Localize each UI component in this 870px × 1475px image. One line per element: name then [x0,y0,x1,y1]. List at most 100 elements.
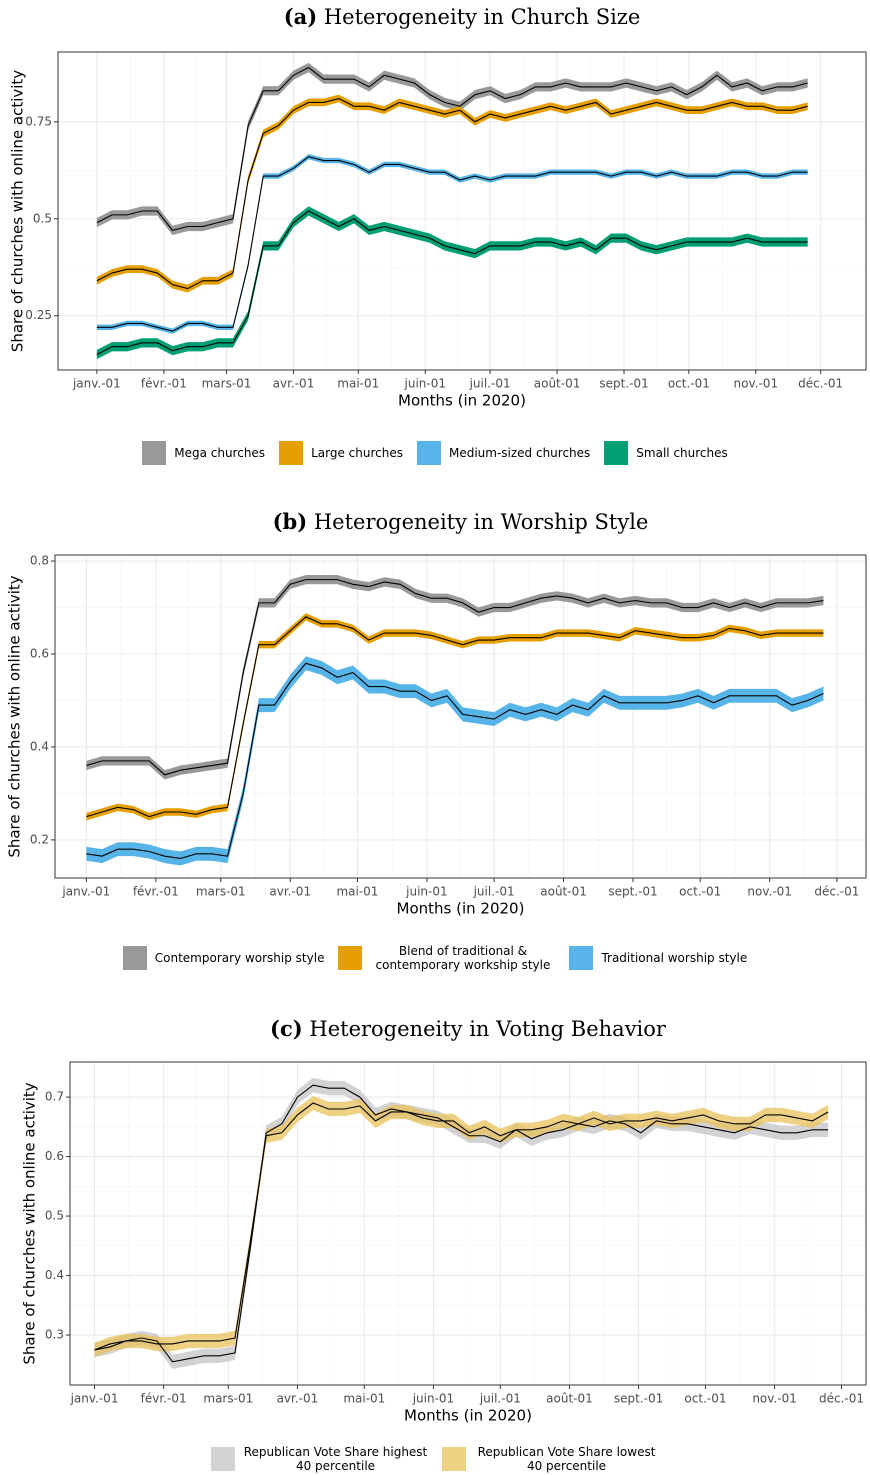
x-tick-label: août-01 [540,885,587,899]
confidence-band [96,94,808,293]
panel-label: (c) [270,1016,303,1041]
x-tick-label: avr.-01 [273,377,315,391]
title-text: Heterogeneity in Voting Behavior [309,1017,667,1041]
legend-label: Small churches [636,446,728,460]
y-tick-label: 0.5 [33,211,52,225]
legend-label: Republican Vote Share highest 40 percent… [243,1445,428,1473]
y-tick-label: 0.8 [30,554,49,568]
x-tick-label: nov.-01 [747,885,792,899]
legend-item: Medium-sized churches [416,441,590,465]
series-line [96,156,808,332]
legend-item: Large churches [279,441,403,465]
legend-item: Contemporary worship style [122,946,324,970]
legend-label: Republican Vote Share lowest 40 percenti… [477,1445,656,1473]
x-tick-label: mai-01 [336,885,378,899]
legend: Republican Vote Share highest 40 percent… [0,1445,870,1473]
x-tick-label: déc.-01 [798,377,843,391]
x-tick-label: oct.-01 [679,885,721,899]
legend: Mega churches Large churches Medium-sized … [0,441,870,465]
y-axis-title: Share of churches with online activity [9,70,27,352]
series-line [86,616,824,818]
legend-swatch [122,946,147,970]
x-tick-label: mai-01 [337,377,379,391]
x-tick-label: juil.-01 [469,377,511,391]
series-line [96,97,808,290]
series-line [86,579,824,776]
y-tick-label: 0.4 [30,739,49,753]
plot-frame [69,1061,867,1386]
series-line [94,1102,829,1351]
x-tick-label: févr.-01 [141,1392,187,1406]
series-line [96,210,808,355]
x-tick-label: janv.-01 [72,377,121,391]
legend-label: Blend of traditional & contemporary work… [375,944,551,972]
x-tick-label: mars-01 [203,1392,253,1406]
series-line [86,662,824,860]
y-axis-title: Share of churches with online activity [6,575,24,857]
confidence-band [86,656,824,866]
legend-item: Republican Vote Share highest 40 percent… [211,1445,428,1473]
legend-item: Mega churches [142,441,265,465]
y-tick-label: 0.5 [45,1209,64,1223]
confidence-band [96,62,808,236]
x-tick-label: mars-01 [202,377,252,391]
confidence-band [86,574,824,780]
y-tick-label: 0.25 [25,308,52,322]
legend-item: Small churches [604,441,728,465]
x-tick-label: juin-01 [412,1392,454,1406]
legend-swatch [569,946,594,970]
legend-swatch [604,441,629,465]
legend-label: Mega churches [174,446,266,460]
x-tick-label: déc.-01 [819,1392,864,1406]
x-tick-label: août-01 [534,377,581,391]
x-tick-label: juil.-01 [473,885,515,899]
x-tick-label: avr.-01 [277,1392,319,1406]
x-tick-label: juin-01 [405,885,447,899]
panel-label: (b) [273,509,308,534]
plot-frame [54,554,867,879]
legend-item: Blend of traditional & contemporary work… [338,944,555,972]
plot-frame [57,51,867,371]
legend-swatch [416,441,441,465]
title-text: Heterogeneity in Church Size [324,5,640,29]
x-tick-label: sept.-01 [599,377,648,391]
x-tick-label: mars-01 [196,885,246,899]
x-axis-title: Months (in 2020) [397,900,525,918]
y-tick-label: 0.6 [30,646,49,660]
legend-swatch [142,441,167,465]
legend-swatch [338,946,363,970]
legend-label: Large churches [311,446,403,460]
x-tick-label: déc.-01 [814,885,859,899]
x-tick-label: févr.-01 [133,885,179,899]
x-tick-label: mai-01 [343,1392,385,1406]
x-tick-label: févr.-01 [141,377,187,391]
x-tick-label: août-01 [546,1392,593,1406]
y-axis-title: Share of churches with online activity [21,1082,39,1364]
confidence-band [94,1078,829,1369]
x-tick-label: avr.-01 [269,885,311,899]
x-tick-label: sept.-01 [614,1392,663,1406]
x-tick-label: oct.-01 [684,1392,726,1406]
legend-swatch [279,441,304,465]
legend-item: Republican Vote Share lowest 40 percenti… [442,1445,659,1473]
x-tick-label: janv.-01 [70,1392,119,1406]
y-tick-label: 0.4 [45,1268,64,1282]
confidence-band [94,1095,829,1358]
x-tick-label: sept.-01 [608,885,657,899]
x-tick-label: juin-01 [404,377,446,391]
y-tick-label: 0.2 [30,832,49,846]
confidence-band [96,206,808,360]
panel-label: (a) [284,4,317,29]
legend-item: Traditional worship style [569,946,747,970]
x-axis-title: Months (in 2020) [404,1407,532,1425]
x-axis-title: Months (in 2020) [398,392,526,410]
legend-label: Traditional worship style [601,951,748,965]
x-tick-label: nov.-01 [734,377,779,391]
confidence-band [86,613,824,821]
legend: Contemporary worship style Blend of tradi… [0,944,870,972]
series-line [96,66,808,232]
x-tick-label: juil.-01 [479,1392,521,1406]
chart-title: (c) Heterogeneity in Voting Behavior [270,1016,667,1041]
title-text: Heterogeneity in Worship Style [314,510,649,534]
